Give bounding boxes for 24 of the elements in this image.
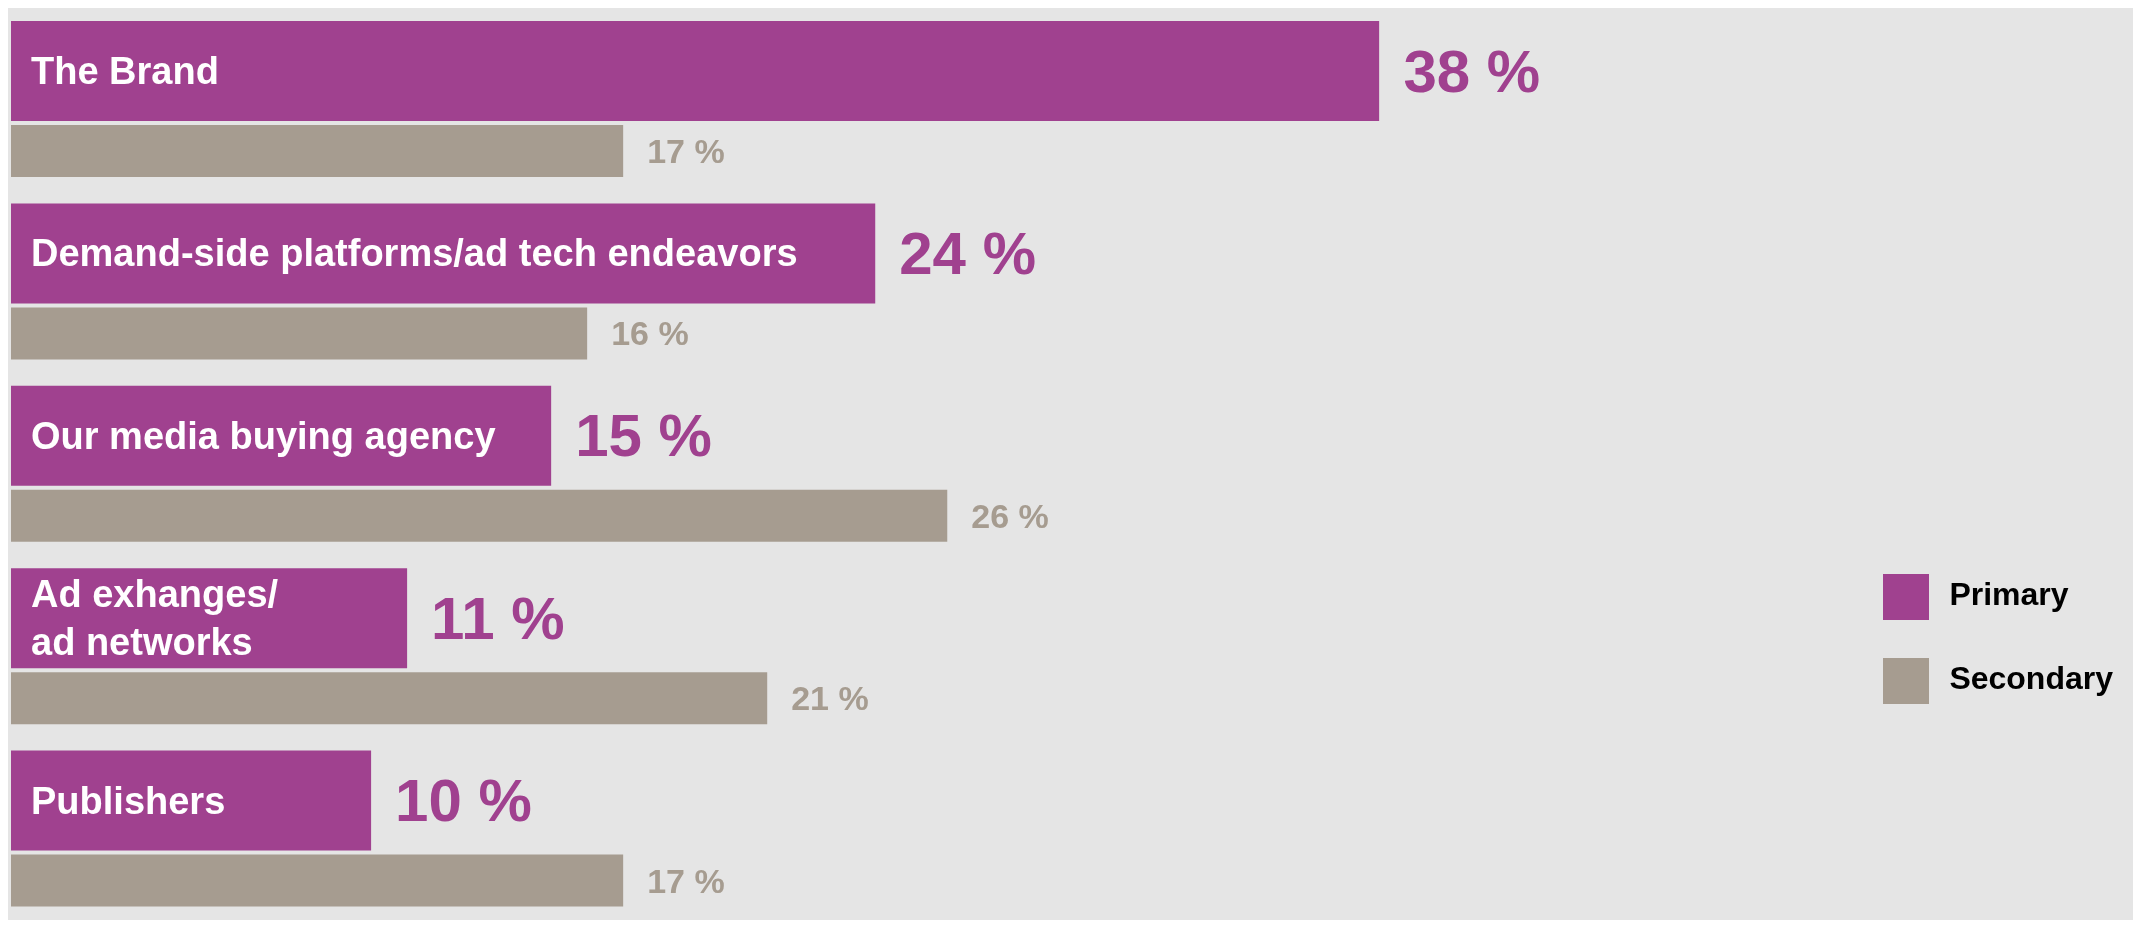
- y-tick-label: Publishers: [31, 779, 226, 822]
- data-label: 11 %: [431, 584, 565, 652]
- data-label: 17 %: [647, 132, 725, 170]
- data-label: 16 %: [611, 314, 689, 353]
- bar: [11, 21, 1380, 121]
- bar: [11, 489, 948, 542]
- bar: [11, 125, 624, 177]
- data-label: 15 %: [575, 402, 712, 470]
- bar: [11, 672, 768, 725]
- y-tick-label: Ad exhanges/ ad networks: [31, 573, 279, 664]
- data-label: 21 %: [791, 679, 869, 718]
- data-label: 10 %: [395, 767, 532, 835]
- y-tick-label: Demand-side platforms/ad tech endeavors: [31, 232, 798, 275]
- y-tick-label: The Brand: [31, 50, 219, 92]
- bar: [11, 854, 624, 907]
- data-label: 24 %: [899, 219, 1036, 287]
- data-label: 26 %: [971, 496, 1049, 535]
- data-label: 38 %: [1403, 37, 1541, 105]
- legend-label: Primary: [1949, 576, 2069, 612]
- bar: [11, 750, 372, 851]
- bar: [11, 307, 588, 360]
- y-tick-label: Our media buying agency: [31, 414, 496, 457]
- data-label: 17 %: [647, 861, 725, 900]
- legend-label: Secondary: [1949, 660, 2113, 696]
